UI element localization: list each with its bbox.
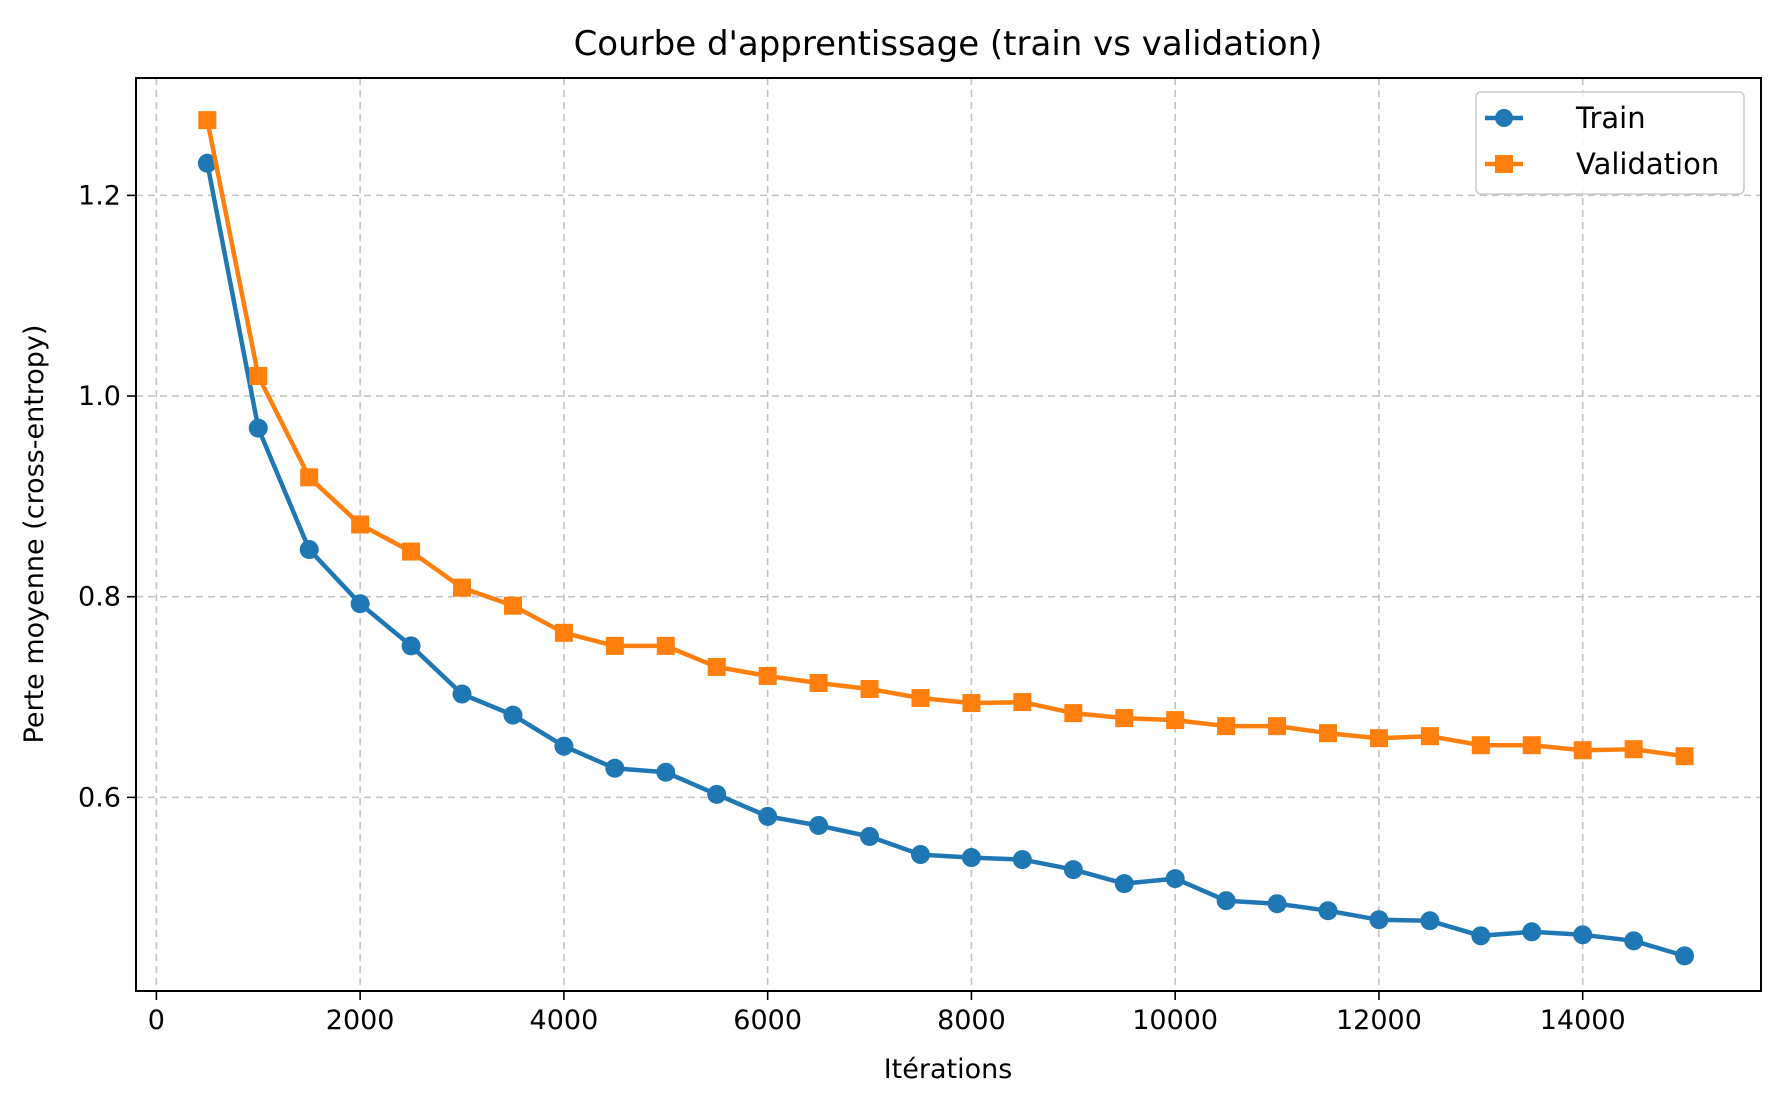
y-tick-label: 0.6: [78, 782, 121, 813]
series-layer: [197, 111, 1695, 966]
data-point-validation: [1522, 736, 1541, 755]
plot-frame: [135, 77, 1762, 992]
y-tick-label: 0.8: [78, 582, 121, 613]
x-tick-label: 10000: [1132, 1005, 1218, 1036]
data-point-validation: [1675, 747, 1694, 766]
data-point-validation: [1319, 724, 1338, 743]
legend: Train Validation: [1475, 91, 1745, 195]
data-point-validation: [198, 111, 217, 130]
data-point-train: [1012, 850, 1032, 870]
data-point-validation: [1217, 717, 1236, 736]
data-point-validation: [1268, 717, 1287, 736]
data-point-validation: [1624, 740, 1643, 759]
x-tick-label: 6000: [733, 1005, 802, 1036]
legend-box: [1475, 91, 1745, 195]
data-point-train: [910, 845, 930, 865]
data-point-train: [961, 848, 981, 868]
data-point-train: [1573, 925, 1593, 945]
data-point-validation: [809, 673, 828, 692]
data-point-train: [1267, 894, 1287, 914]
data-point-validation: [911, 689, 930, 708]
data-point-validation: [1573, 741, 1592, 760]
x-tick-label: 14000: [1540, 1005, 1626, 1036]
data-point-train: [1369, 910, 1389, 930]
data-point-train: [809, 815, 829, 835]
data-point-train: [554, 736, 574, 756]
data-point-validation: [1420, 727, 1439, 746]
data-point-train: [1318, 901, 1338, 921]
x-tick-label: 12000: [1336, 1005, 1422, 1036]
series-train: [197, 153, 1695, 966]
legend-marker-train: [1495, 109, 1513, 127]
x-tick-label: 2000: [326, 1005, 395, 1036]
y-tick-label: 1.2: [78, 180, 121, 211]
data-point-validation: [1471, 736, 1490, 755]
data-point-train: [299, 540, 319, 560]
legend-label-validation: Validation: [1576, 147, 1719, 181]
data-point-validation: [503, 596, 522, 615]
data-point-train: [1675, 946, 1695, 966]
x-axis-label: Itérations: [884, 1054, 1013, 1085]
chart-title: Courbe d'apprentissage (train vs validat…: [574, 24, 1323, 64]
data-point-validation: [1064, 704, 1083, 723]
data-point-validation: [860, 680, 879, 699]
data-point-validation: [1369, 729, 1388, 748]
data-point-validation: [300, 468, 319, 487]
y-axis-label: Perte moyenne (cross-entropy): [19, 325, 50, 744]
data-point-validation: [402, 542, 421, 561]
data-point-validation: [707, 657, 726, 676]
data-point-train: [350, 594, 370, 614]
data-point-train: [1420, 911, 1440, 931]
x-tick-label: 0: [148, 1005, 165, 1036]
data-point-validation: [656, 636, 675, 655]
data-point-train: [1114, 874, 1134, 894]
x-tick-label: 8000: [937, 1005, 1006, 1036]
data-point-train: [1471, 926, 1491, 946]
data-point-validation: [249, 366, 268, 385]
data-point-train: [401, 636, 421, 656]
series-validation: [198, 111, 1694, 766]
data-point-train: [1522, 922, 1542, 942]
data-point-validation: [453, 578, 472, 597]
data-point-train: [452, 684, 472, 704]
data-point-train: [758, 806, 778, 826]
data-point-validation: [758, 666, 777, 685]
data-point-train: [1216, 891, 1236, 911]
data-point-train: [605, 758, 625, 778]
data-point-train: [1624, 931, 1644, 951]
axis-ticks: 0 2000 4000 6000 8000 10000 12000 14000 0.6 0.8 1.…: [78, 180, 1626, 1036]
data-point-validation: [351, 515, 370, 534]
x-tick-label: 4000: [530, 1005, 599, 1036]
data-point-validation: [554, 623, 573, 642]
data-point-validation: [1013, 693, 1032, 712]
data-point-validation: [1115, 709, 1134, 728]
y-tick-label: 1.0: [78, 381, 121, 412]
grid-lines: [136, 78, 1761, 991]
data-point-validation: [1166, 711, 1185, 730]
data-point-validation: [605, 636, 624, 655]
data-point-train: [197, 153, 217, 173]
data-point-train: [707, 784, 727, 804]
data-point-train: [860, 826, 880, 846]
data-point-train: [1063, 860, 1083, 880]
data-point-train: [503, 705, 523, 725]
data-point-train: [248, 418, 268, 438]
legend-marker-validation: [1495, 155, 1513, 173]
data-point-validation: [962, 694, 981, 713]
legend-label-train: Train: [1575, 101, 1646, 135]
data-point-train: [656, 762, 676, 782]
data-point-train: [1165, 869, 1185, 889]
